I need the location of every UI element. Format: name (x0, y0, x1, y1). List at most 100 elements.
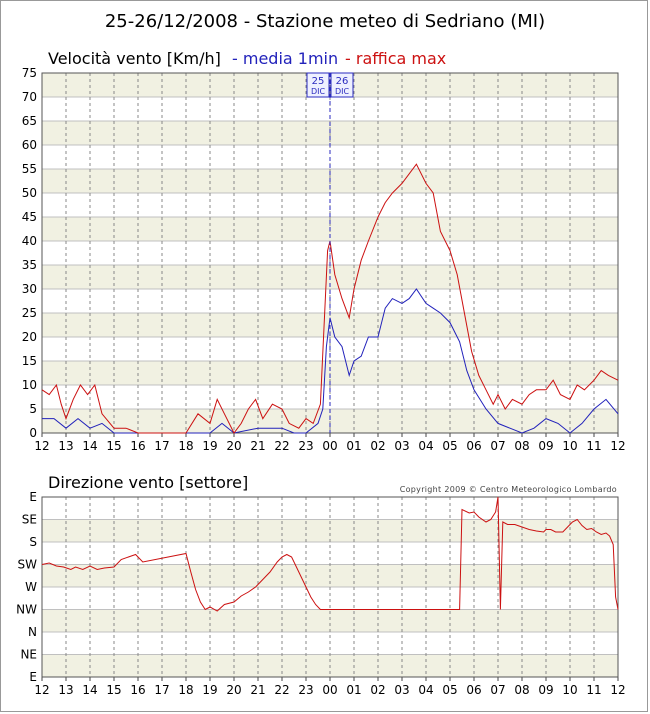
speed-y-tick-label: 0 (29, 426, 37, 440)
dir-y-tick-label: E (29, 490, 37, 504)
dir-x-tick-label: 19 (202, 683, 217, 697)
dir-plot-border (41, 496, 619, 678)
day-label-box (330, 72, 354, 98)
speed-x-tick-label: 08 (514, 439, 529, 453)
speed-y-tick-label: 40 (22, 234, 37, 248)
speed-x-tick-label: 10 (562, 439, 577, 453)
dir-x-tick-label: 12 (34, 683, 49, 697)
dir-x-tick-label: 06 (466, 683, 481, 697)
speed-y-tick-label: 55 (22, 162, 37, 176)
speed-x-tick-label: 21 (250, 439, 265, 453)
speed-x-tick-label: 04 (418, 439, 433, 453)
day-label-box (306, 72, 330, 98)
speed-x-tick-label: 20 (226, 439, 241, 453)
speed-y-tick-label: 15 (22, 354, 37, 368)
dir-band (42, 609, 618, 632)
speed-x-tick-label: 05 (442, 439, 457, 453)
speed-y-tick-label: 45 (22, 210, 37, 224)
dir-x-tick-label: 21 (250, 683, 265, 697)
speed-y-tick-label: 35 (22, 258, 37, 272)
speed-y-tick-label: 65 (22, 114, 37, 128)
speed-x-tick-label: 02 (370, 439, 385, 453)
speed-x-tick-label: 18 (178, 439, 193, 453)
page-title: 25-26/12/2008 - Stazione meteo di Sedria… (105, 11, 545, 32)
dir-y-tick-label: SE (22, 513, 37, 527)
dir-x-tick-label: 23 (298, 683, 313, 697)
direction-chart-title: Direzione vento [settore] (48, 473, 248, 492)
speed-x-tick-label: 17 (154, 439, 169, 453)
speed-chart-header: Velocità vento [Km/h] - media 1min - raf… (48, 49, 446, 68)
dir-x-tick-label: 11 (586, 683, 601, 697)
dir-x-tick-label: 08 (514, 683, 529, 697)
speed-y-tick-label: 30 (22, 282, 37, 296)
dir-x-tick-label: 04 (418, 683, 433, 697)
dir-band (42, 519, 618, 542)
day-label-month: DIC (335, 87, 350, 96)
dir-y-tick-label: W (25, 580, 37, 594)
speed-x-tick-label: 22 (274, 439, 289, 453)
speed-y-tick-label: 75 (22, 66, 37, 80)
dir-x-tick-label: 20 (226, 683, 241, 697)
speed-chart-title: Velocità vento [Km/h] (48, 49, 221, 68)
dir-x-tick-label: 02 (370, 683, 385, 697)
speed-x-tick-label: 16 (130, 439, 145, 453)
day-label-day: 25 (312, 76, 325, 87)
dir-y-tick-label: S (29, 535, 37, 549)
speed-x-tick-label: 13 (58, 439, 73, 453)
speed-y-tick-label: 60 (22, 138, 37, 152)
dir-y-tick-label: N (28, 625, 37, 639)
speed-x-tick-label: 01 (346, 439, 361, 453)
speed-x-tick-label: 12 (34, 439, 49, 453)
speed-y-tick-label: 10 (22, 378, 37, 392)
dir-x-tick-label: 12 (610, 683, 625, 697)
series-line-media (42, 288, 619, 434)
speed-x-tick-label: 00 (322, 439, 337, 453)
dir-y-tick-label: E (29, 670, 37, 684)
copyright-text: Copyright 2009 © Centro Meteorologico Lo… (400, 485, 617, 494)
speed-x-tick-label: 09 (538, 439, 553, 453)
dir-x-tick-label: 13 (58, 683, 73, 697)
dir-x-tick-label: 07 (490, 683, 505, 697)
dir-x-tick-label: 17 (154, 683, 169, 697)
speed-x-tick-label: 15 (106, 439, 121, 453)
dir-y-tick-label: SW (18, 558, 38, 572)
dir-x-tick-label: 18 (178, 683, 193, 697)
dir-x-tick-label: 22 (274, 683, 289, 697)
speed-x-tick-label: 23 (298, 439, 313, 453)
dir-x-tick-label: 03 (394, 683, 409, 697)
dir-y-tick-label: NE (20, 648, 37, 662)
speed-x-tick-label: 03 (394, 439, 409, 453)
dir-x-tick-label: 09 (538, 683, 553, 697)
speed-x-tick-label: 19 (202, 439, 217, 453)
dir-x-tick-label: 05 (442, 683, 457, 697)
speed-y-tick-label: 50 (22, 186, 37, 200)
legend-media: - media 1min (232, 49, 338, 68)
series-line-raffica (41, 163, 619, 434)
dir-x-tick-label: 00 (322, 683, 337, 697)
dir-x-tick-label: 01 (346, 683, 361, 697)
dir-x-tick-label: 15 (106, 683, 121, 697)
speed-y-tick-label: 5 (29, 402, 37, 416)
legend-raffica: - raffica max (345, 49, 446, 68)
series-line-direction (41, 496, 619, 612)
speed-x-tick-label: 12 (610, 439, 625, 453)
dir-x-tick-label: 14 (82, 683, 97, 697)
dir-y-tick-label: NW (16, 603, 37, 617)
day-label-month: DIC (311, 87, 326, 96)
speed-x-tick-label: 11 (586, 439, 601, 453)
day-label-day: 26 (336, 76, 349, 87)
speed-y-tick-label: 25 (22, 306, 37, 320)
speed-x-tick-label: 14 (82, 439, 97, 453)
speed-y-tick-label: 20 (22, 330, 37, 344)
speed-y-tick-label: 70 (22, 90, 37, 104)
dir-x-tick-label: 16 (130, 683, 145, 697)
dir-x-tick-label: 10 (562, 683, 577, 697)
speed-x-tick-label: 06 (466, 439, 481, 453)
speed-x-tick-label: 07 (490, 439, 505, 453)
